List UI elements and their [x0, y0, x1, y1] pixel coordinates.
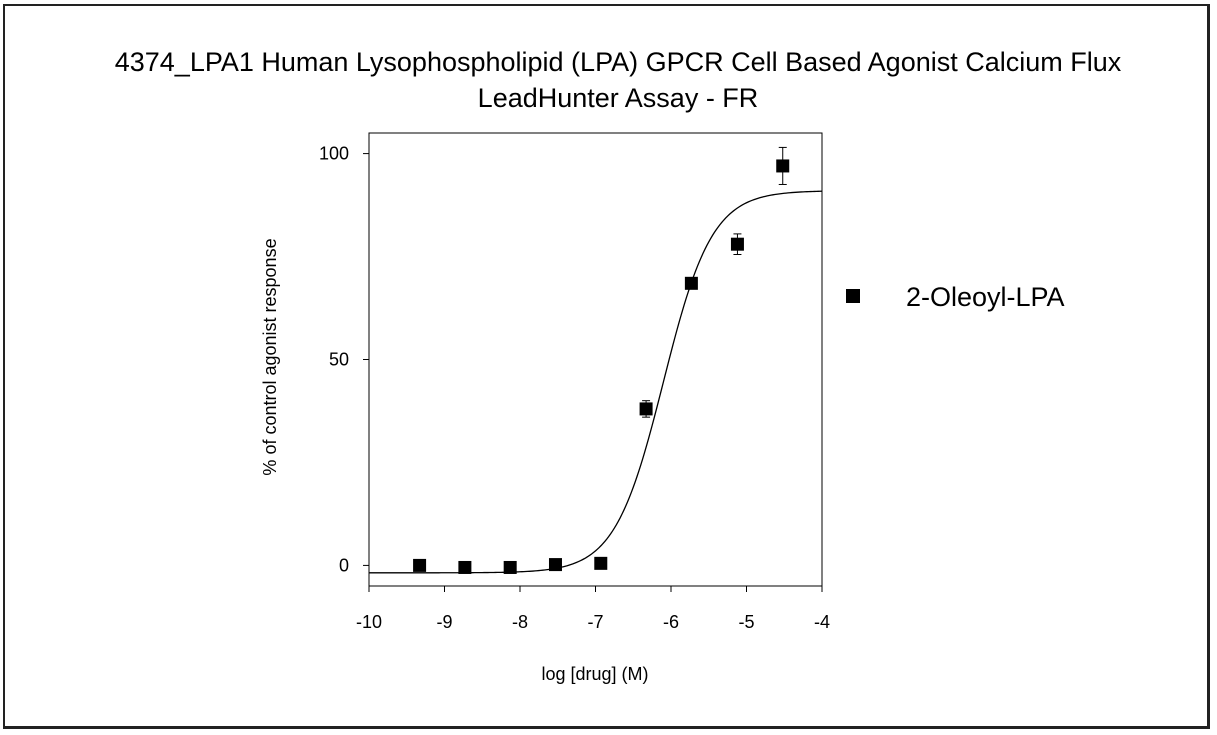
x-axis: -10 -9 -8 -7 -6 -5 -4: [356, 586, 830, 632]
data-point: [503, 560, 517, 574]
data-point: [684, 276, 698, 290]
x-tick-label: -10: [356, 612, 382, 632]
y-tick-label: 0: [339, 555, 349, 575]
x-tick-label: -5: [738, 612, 754, 632]
legend: 2-Oleoyl-LPA: [846, 282, 1065, 312]
y-axis: 0 50 100: [319, 144, 369, 575]
x-tick-label: -4: [814, 612, 830, 632]
data-point: [776, 159, 790, 173]
x-tick-label: -9: [436, 612, 452, 632]
data-point: [413, 558, 427, 572]
data-points: [413, 146, 790, 574]
chart-title-line-1: 4374_LPA1 Human Lysophospholipid (LPA) G…: [115, 47, 1122, 77]
y-tick-label: 50: [329, 350, 349, 370]
x-axis-label: log [drug] (M): [541, 664, 648, 684]
y-axis-label: % of control agonist response: [260, 238, 280, 475]
data-point: [458, 560, 472, 574]
x-tick-label: -6: [663, 612, 679, 632]
legend-marker-square: [846, 289, 860, 303]
x-tick-label: -8: [512, 612, 528, 632]
x-tick-label: -7: [587, 612, 603, 632]
y-tick-label: 100: [319, 144, 349, 164]
fit-curve: [369, 190, 823, 574]
data-point: [730, 237, 744, 251]
legend-label: 2-Oleoyl-LPA: [906, 282, 1065, 312]
plot-area: [368, 132, 823, 587]
chart-frame: [3, 4, 1210, 729]
data-point: [639, 402, 653, 416]
data-point: [548, 558, 562, 572]
chart-title-line-2: LeadHunter Assay - FR: [478, 83, 759, 113]
data-point: [594, 556, 608, 570]
